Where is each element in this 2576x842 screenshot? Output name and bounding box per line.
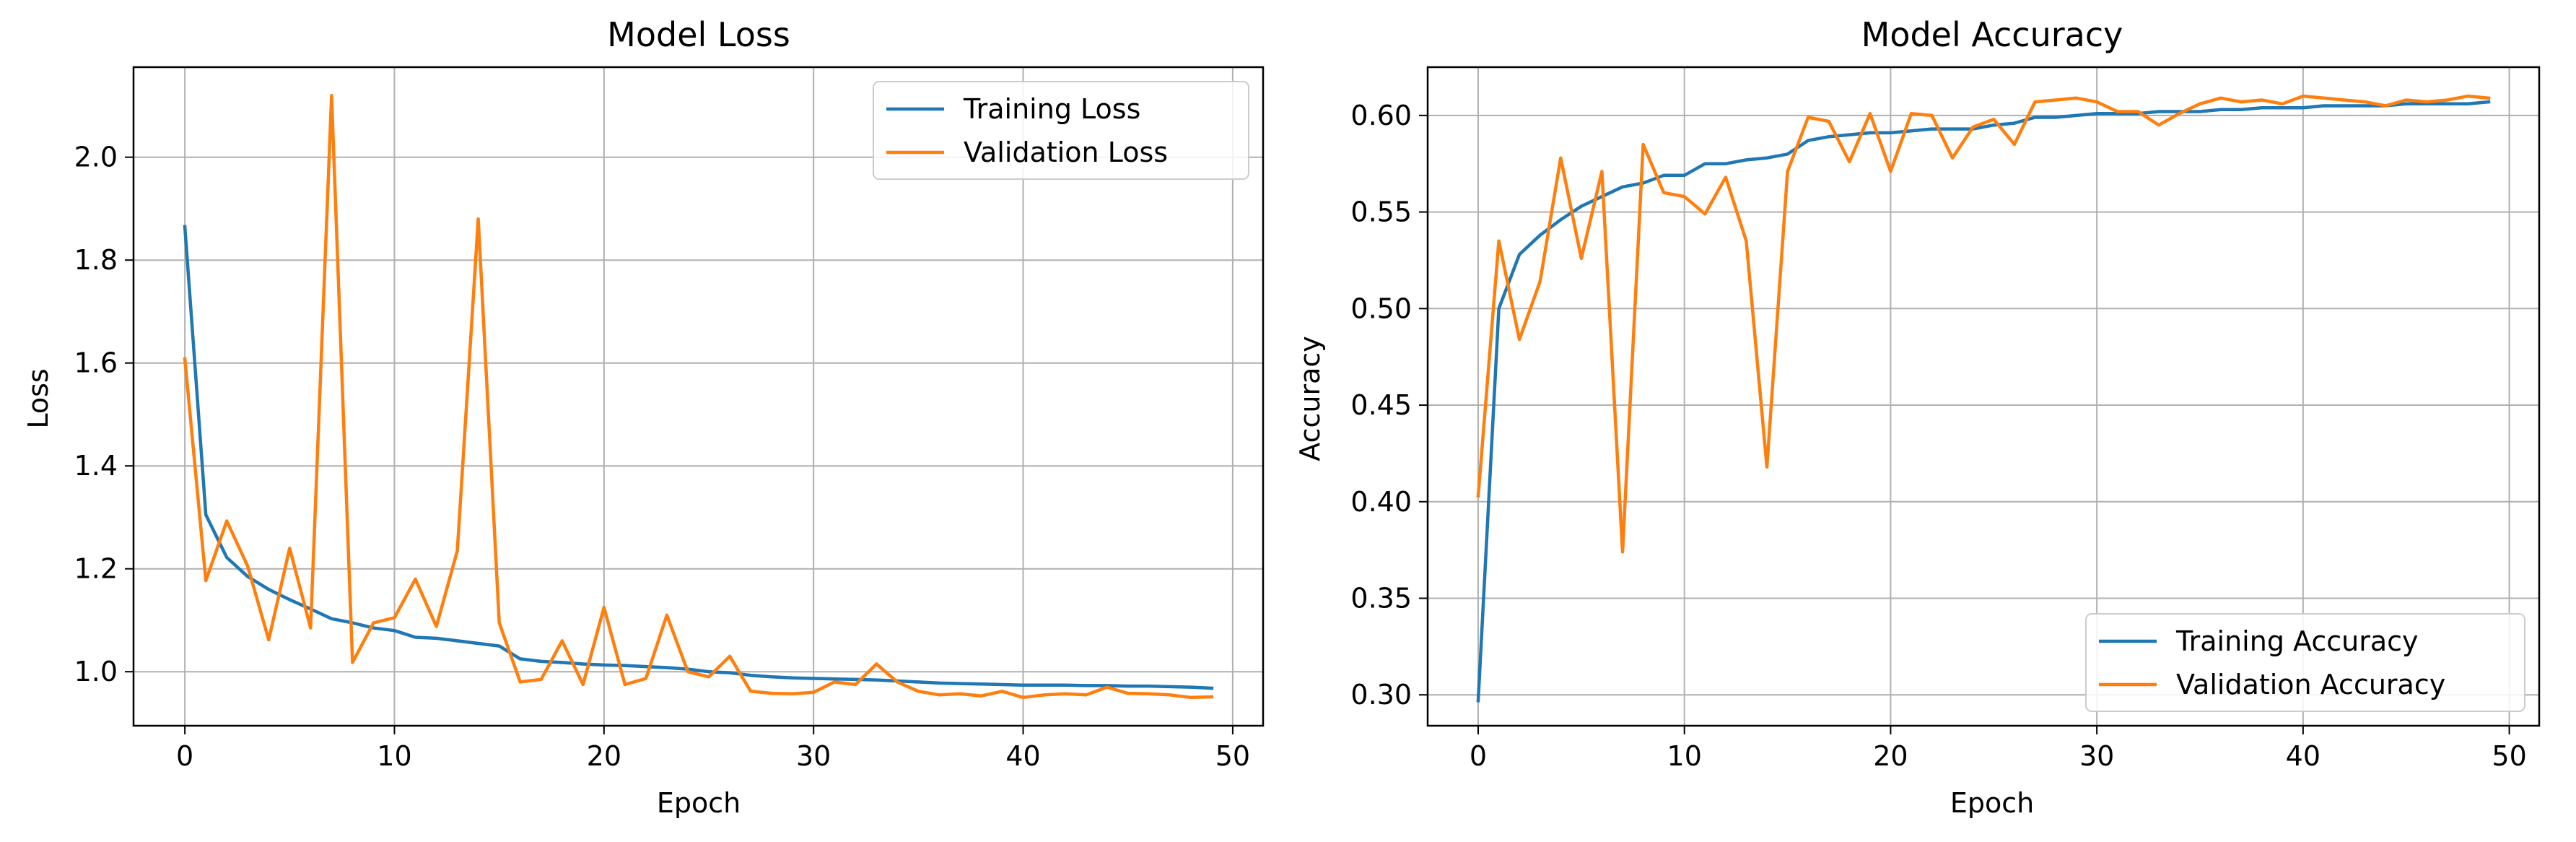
accuracy-chart-legend: Training Accuracy Validation Accuracy bbox=[2085, 613, 2525, 712]
accuracy-xtick-label: 30 bbox=[2079, 740, 2114, 772]
loss-xtick-label: 50 bbox=[1215, 740, 1250, 772]
loss-ytick-label: 1.8 bbox=[74, 244, 118, 276]
accuracy-legend-label-training: Training Accuracy bbox=[2175, 625, 2419, 657]
loss-chart-ylabel: Loss bbox=[22, 368, 54, 428]
accuracy-ytick-label: 0.60 bbox=[1350, 100, 1412, 131]
loss-series-validation-line bbox=[183, 93, 1214, 700]
accuracy-ytick-label: 0.30 bbox=[1350, 679, 1412, 711]
accuracy-series-validation-line bbox=[1476, 94, 2491, 554]
accuracy-legend-box bbox=[2085, 613, 2525, 712]
loss-ytick-label: 1.4 bbox=[74, 450, 118, 482]
loss-chart-xlabel: Epoch bbox=[657, 787, 741, 819]
loss-ytick-label: 2.0 bbox=[74, 142, 118, 173]
loss-xtick-label: 30 bbox=[796, 740, 831, 772]
loss-ytick-label: 1.0 bbox=[74, 656, 118, 687]
accuracy-xtick-label: 10 bbox=[1667, 740, 1702, 772]
loss-ytick-label: 1.2 bbox=[74, 553, 118, 585]
accuracy-chart-frame bbox=[1426, 66, 2541, 727]
loss-chart-frame bbox=[132, 66, 1265, 727]
accuracy-ytick-label: 0.40 bbox=[1350, 486, 1412, 518]
accuracy-chart: Model Accuracy Epoch Accuracy 0 10 20 30 40 5… bbox=[1294, 15, 2541, 819]
accuracy-xtick-label: 20 bbox=[1873, 740, 1908, 772]
loss-xtick-label: 40 bbox=[1005, 740, 1040, 772]
accuracy-xtick-label: 40 bbox=[2286, 740, 2320, 772]
accuracy-ytick-label: 0.50 bbox=[1350, 292, 1412, 324]
loss-xtick-label: 10 bbox=[377, 740, 411, 772]
loss-series-training-line bbox=[183, 225, 1214, 690]
loss-ytick-label: 1.6 bbox=[74, 347, 118, 379]
loss-xtick-label: 20 bbox=[587, 740, 621, 772]
loss-chart-legend: Training Loss Validation Loss bbox=[873, 81, 1249, 180]
accuracy-chart-ylabel: Accuracy bbox=[1294, 336, 1326, 461]
loss-chart: Model Loss Epoch Loss 0 10 20 30 40 50 1.0 1.2 1… bbox=[22, 15, 1265, 819]
accuracy-ytick-label: 0.55 bbox=[1350, 196, 1412, 228]
loss-legend-label-training: Training Loss bbox=[963, 93, 1140, 125]
accuracy-ytick-label: 0.45 bbox=[1350, 389, 1412, 421]
accuracy-xtick-label: 0 bbox=[1470, 740, 1487, 772]
loss-legend-box bbox=[873, 81, 1249, 180]
accuracy-chart-xlabel: Epoch bbox=[1950, 787, 2034, 819]
accuracy-chart-title: Model Accuracy bbox=[1861, 15, 2123, 54]
loss-xtick-label: 0 bbox=[176, 740, 193, 772]
accuracy-legend-label-validation: Validation Accuracy bbox=[2176, 669, 2445, 700]
accuracy-xtick-label: 50 bbox=[2492, 740, 2526, 772]
loss-chart-title: Model Loss bbox=[607, 15, 790, 54]
accuracy-ytick-label: 0.35 bbox=[1350, 582, 1412, 614]
accuracy-series-training-line bbox=[1476, 100, 2491, 703]
loss-legend-label-validation: Validation Loss bbox=[964, 136, 1168, 168]
